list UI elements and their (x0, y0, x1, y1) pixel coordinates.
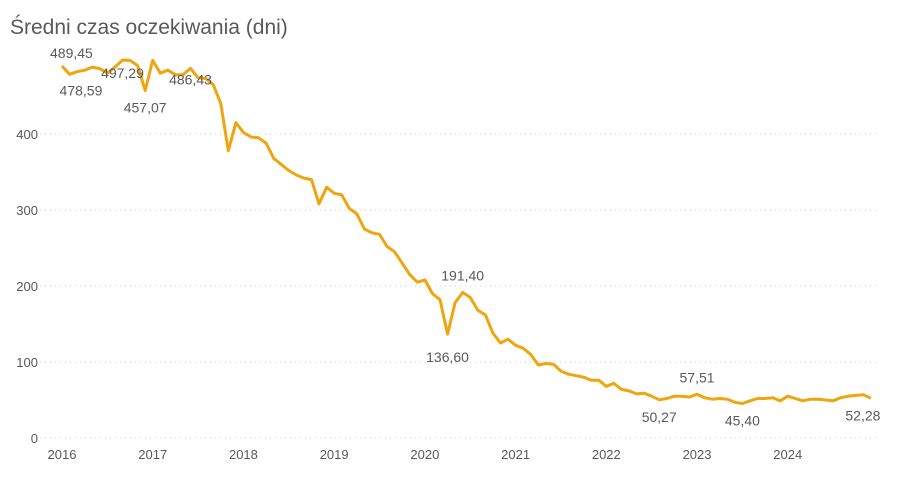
data-label: 457,07 (124, 100, 167, 116)
x-tick-label: 2018 (229, 447, 258, 462)
y-tick-label: 200 (16, 279, 38, 294)
x-tick-label: 2024 (773, 447, 802, 462)
data-label: 478,59 (60, 82, 103, 98)
chart-title: Średni czas oczekiwania (dni) (10, 16, 288, 39)
x-tick-label: 2016 (48, 447, 77, 462)
y-tick-label: 0 (31, 431, 38, 446)
data-label: 191,40 (441, 268, 484, 284)
data-label: 486,43 (169, 71, 212, 87)
x-tick-label: 2017 (138, 447, 167, 462)
data-label: 57,51 (680, 369, 715, 385)
data-label: 489,45 (50, 45, 93, 61)
y-tick-label: 400 (16, 127, 38, 142)
x-tick-label: 2023 (683, 447, 712, 462)
x-tick-label: 2021 (501, 447, 530, 462)
data-label: 52,28 (845, 407, 880, 423)
data-label: 497,29 (101, 65, 144, 81)
x-tick-label: 2019 (320, 447, 349, 462)
x-tick-label: 2020 (410, 447, 439, 462)
y-tick-label: 300 (16, 203, 38, 218)
data-label: 136,60 (426, 349, 469, 365)
data-label: 50,27 (642, 409, 677, 425)
data-label: 45,40 (725, 412, 760, 428)
x-tick-label: 2022 (592, 447, 621, 462)
y-tick-label: 100 (16, 355, 38, 370)
data-line (60, 58, 872, 405)
